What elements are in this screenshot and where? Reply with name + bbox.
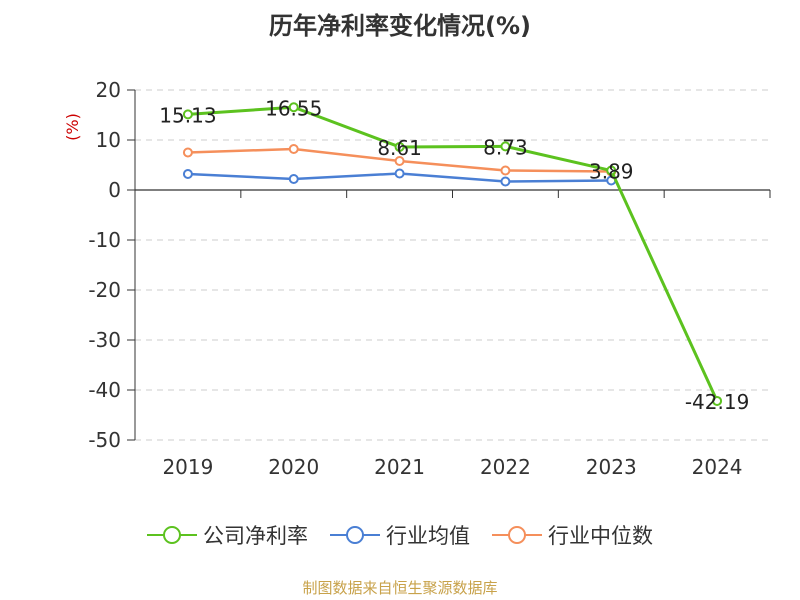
data-label: 8.61 — [377, 136, 422, 160]
x-tick-label: 2021 — [374, 455, 425, 479]
y-tick-label: 0 — [108, 178, 121, 202]
data-point — [500, 141, 511, 152]
data-point — [182, 169, 193, 179]
x-tick-label: 2020 — [268, 455, 319, 479]
data-point — [288, 174, 299, 184]
y-tick-label: 20 — [96, 78, 121, 102]
y-tick-label: -40 — [88, 378, 121, 402]
y-tick-label: 10 — [96, 128, 121, 152]
data-label: 16.55 — [265, 96, 322, 120]
chart-title: 历年净利率变化情况(%) — [269, 12, 531, 40]
x-tick-label: 2024 — [692, 455, 743, 479]
data-point — [182, 147, 193, 158]
y-tick-label: -50 — [88, 428, 121, 452]
data-point — [606, 165, 617, 176]
legend-item-industry-median[interactable]: 行业中位数 — [492, 520, 653, 550]
legend-marker-company — [147, 526, 197, 544]
y-axis-label: (%) — [63, 113, 82, 141]
legend-marker-industry-mean — [330, 526, 380, 544]
legend-marker-industry-median — [492, 526, 542, 544]
data-point — [394, 168, 405, 179]
data-point — [394, 141, 405, 152]
legend-label-company: 公司净利率 — [203, 524, 308, 548]
legend: 公司净利率 行业均值 行业中位数 — [0, 520, 800, 550]
x-tick-label: 2023 — [586, 455, 637, 479]
legend-label-industry-median: 行业中位数 — [548, 524, 653, 548]
data-label: 3.89 — [589, 160, 634, 184]
data-point — [182, 109, 193, 120]
data-point — [712, 395, 723, 406]
y-tick-label: -10 — [88, 228, 121, 252]
legend-item-company[interactable]: 公司净利率 — [147, 520, 308, 550]
data-point — [394, 156, 405, 166]
legend-item-industry-mean[interactable]: 行业均值 — [330, 520, 470, 550]
data-label: 8.73 — [483, 135, 528, 159]
y-tick-label: -20 — [88, 278, 121, 302]
data-label: 15.13 — [159, 103, 216, 127]
x-tick-label: 2019 — [162, 455, 213, 479]
series-line — [187, 105, 719, 402]
data-point — [288, 102, 299, 113]
x-tick-label: 2022 — [480, 455, 531, 479]
y-tick-label: -30 — [88, 328, 121, 352]
data-point — [288, 144, 299, 154]
legend-label-industry-mean: 行业均值 — [386, 524, 470, 548]
data-point — [500, 165, 511, 176]
data-point — [500, 176, 511, 187]
source-note: 制图数据来自恒生聚源数据库 — [302, 579, 498, 597]
data-label: -42.19 — [685, 390, 749, 414]
